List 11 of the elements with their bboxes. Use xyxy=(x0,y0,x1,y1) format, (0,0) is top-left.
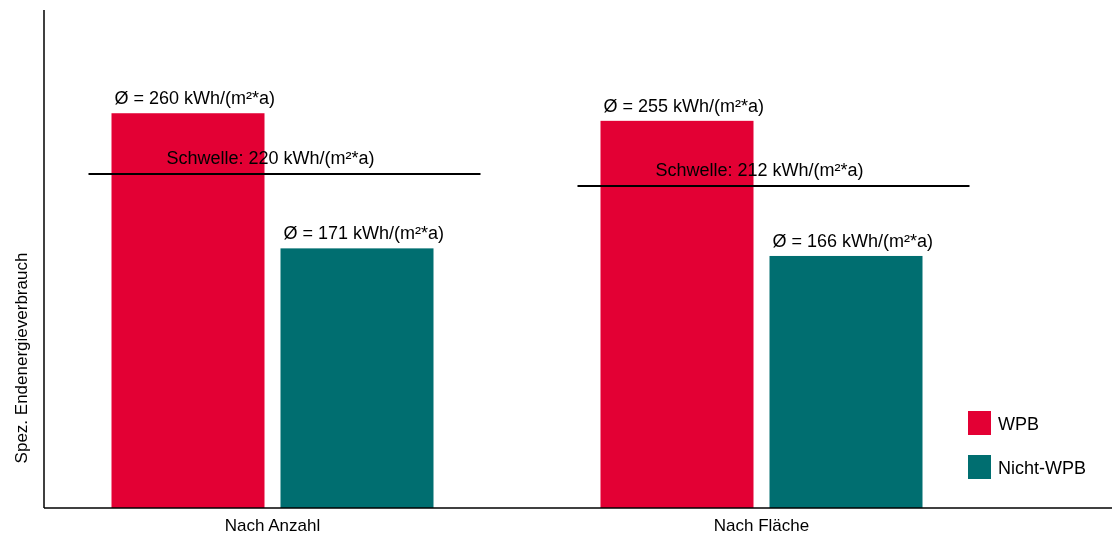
bar xyxy=(280,248,434,508)
legend-label: WPB xyxy=(998,414,1040,434)
x-tick-label: Nach Fläche xyxy=(713,516,810,535)
y-axis-title: Spez. Endenergieverbrauch xyxy=(12,252,31,464)
data-label: Ø = 171 kWh/(m²*a) xyxy=(283,223,445,244)
x-tick-label: Nach Anzahl xyxy=(224,516,321,535)
data-label: Ø = 260 kWh/(m²*a) xyxy=(114,88,276,109)
data-label: Ø = 166 kWh/(m²*a) xyxy=(772,230,934,251)
legend-label: Nicht-WPB xyxy=(998,458,1087,478)
bar xyxy=(769,255,923,508)
data-label: Ø = 255 kWh/(m²*a) xyxy=(603,95,765,116)
